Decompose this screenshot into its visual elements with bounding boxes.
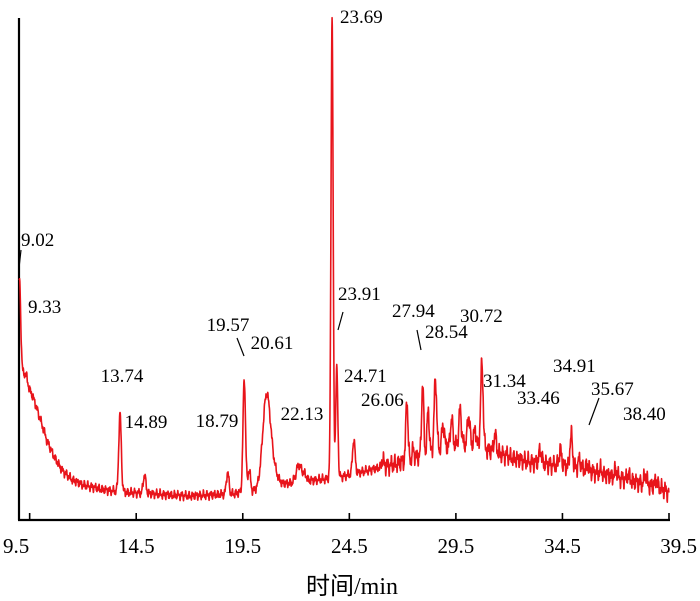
peak-label: 9.33 <box>28 297 61 318</box>
leader-line <box>416 329 422 351</box>
peak-label: 38.40 <box>623 404 666 425</box>
peak-label: 22.13 <box>281 404 324 425</box>
x-tick-label: 29.5 <box>438 534 475 558</box>
peak-label: 31.34 <box>483 371 526 392</box>
peak-label: 33.46 <box>517 388 560 409</box>
peak-label: 26.06 <box>361 390 404 411</box>
peak-label: 35.67 <box>591 379 634 400</box>
peak-label: 18.79 <box>196 411 239 432</box>
peak-label: 23.91 <box>338 284 381 305</box>
x-axis-title: 时间/min <box>306 573 398 600</box>
peak-label: 14.89 <box>125 412 168 433</box>
leader-line <box>337 311 344 331</box>
peak-label: 19.57 <box>207 315 250 336</box>
trace-layer <box>18 16 670 504</box>
peak-label: 9.02 <box>21 230 54 251</box>
peak-label: 28.54 <box>425 322 468 343</box>
x-tick-label: 19.5 <box>224 534 261 558</box>
chromatogram-trace <box>18 16 670 504</box>
x-tick-label: 39.5 <box>660 534 697 558</box>
peak-label: 20.61 <box>251 333 294 354</box>
peak-label: 27.94 <box>392 301 435 322</box>
annotation-leaders <box>18 249 600 426</box>
peak-label: 30.72 <box>460 306 503 327</box>
leader-line <box>588 397 600 426</box>
x-tick-label: 24.5 <box>331 534 368 558</box>
peak-label: 34.91 <box>553 356 596 377</box>
peak-label: 24.71 <box>344 366 387 387</box>
leader-line <box>18 249 22 269</box>
x-tick-labels: 9.5 14.5 19.5 24.5 29.5 34.5 39.5 <box>3 534 697 558</box>
peak-label: 23.69 <box>340 7 383 28</box>
x-tick-label: 34.5 <box>544 534 581 558</box>
peak-label: 13.74 <box>101 366 144 387</box>
x-tick-label: 14.5 <box>118 534 155 558</box>
axes <box>17 18 670 522</box>
x-tick-label: 9.5 <box>3 534 29 558</box>
leader-line <box>236 337 245 357</box>
